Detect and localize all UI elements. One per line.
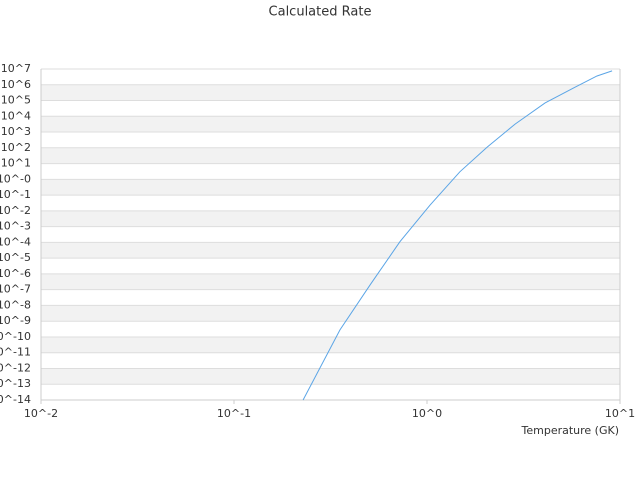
line <box>302 70 613 401</box>
grid-band <box>41 116 620 133</box>
y-tick-label: 10^-13 <box>0 377 31 390</box>
y-tick-label: 10^5 <box>1 94 31 107</box>
y-tick-label: 10^-12 <box>0 361 31 374</box>
grid-band <box>41 179 620 196</box>
y-tick-label: 10^-4 <box>0 235 31 248</box>
grid-band <box>41 305 620 322</box>
y-tick-label: 10^4 <box>1 109 31 122</box>
y-tick-label: 10^2 <box>1 141 31 154</box>
y-tick-label: 10^-2 <box>0 204 31 217</box>
y-tick-label: 10^-11 <box>0 346 31 359</box>
x-tick-label: 10^1 <box>605 407 635 420</box>
grid-band <box>41 242 620 259</box>
y-tick-label: 10^-6 <box>0 267 31 280</box>
y-tick-label: 10^-1 <box>0 188 31 201</box>
x-tick-label: 10^-1 <box>217 407 251 420</box>
y-tick-label: 10^3 <box>1 125 31 138</box>
y-tick-label: 10^7 <box>1 62 31 75</box>
grid-band <box>41 84 620 101</box>
x-tick-label: 10^-2 <box>24 407 58 420</box>
grid-band <box>41 336 620 353</box>
y-tick-label: 10^6 <box>1 78 31 91</box>
grid-band <box>41 210 620 227</box>
y-tick-label: 10^-9 <box>0 314 31 327</box>
x-axis-title: Temperature (GK) <box>521 424 620 437</box>
chart-title: Calculated Rate <box>269 5 372 20</box>
grid-band <box>41 368 620 385</box>
y-tick-label: 10^-14 <box>0 393 31 406</box>
x-tick-label: 10^0 <box>412 407 442 420</box>
y-tick-label: 10^-8 <box>0 298 31 311</box>
y-tick-label: 10^1 <box>1 157 31 170</box>
y-tick-label: 10^-10 <box>0 330 31 343</box>
grid-band <box>41 147 620 164</box>
grid-band <box>41 273 620 290</box>
y-tick-label: 10^-0 <box>0 172 31 185</box>
y-tick-label: 10^-5 <box>0 251 31 264</box>
y-tick-label: 10^-7 <box>0 283 31 296</box>
y-tick-label: 10^-3 <box>0 220 31 233</box>
